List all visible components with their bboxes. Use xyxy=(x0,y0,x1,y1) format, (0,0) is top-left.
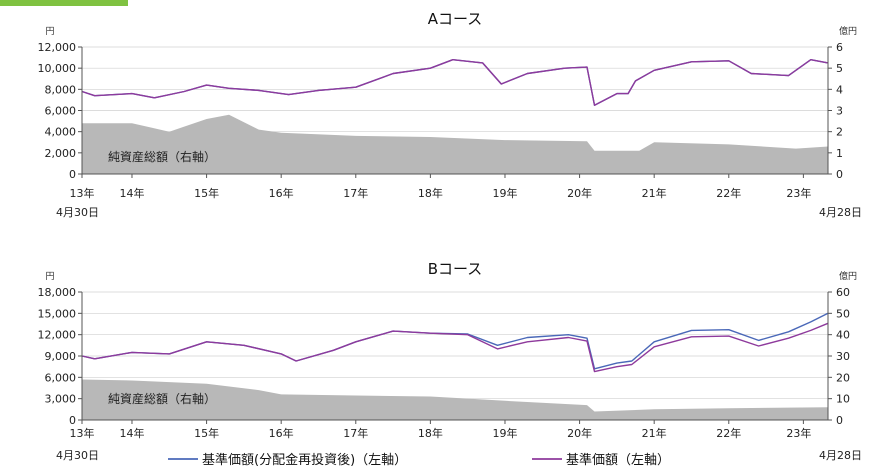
right-tick-label: 3 xyxy=(836,105,843,118)
nav-line xyxy=(81,322,829,373)
chart-title: Aコース xyxy=(428,10,483,28)
x-tick-label: 18年 xyxy=(418,186,443,200)
x-tick-label: 18年 xyxy=(418,426,443,440)
nav-reinvested-line xyxy=(81,312,829,370)
left-axis-unit: 円 xyxy=(45,271,54,282)
right-tick-label: 20 xyxy=(836,371,850,384)
chart-title: Bコース xyxy=(428,260,483,278)
right-axis-unit: 億円 xyxy=(839,25,857,37)
x-tick-label: 16年 xyxy=(269,186,294,200)
left-tick-label: 0 xyxy=(69,168,76,181)
x-tick-label: 19年 xyxy=(492,426,517,440)
right-tick-label: 0 xyxy=(836,168,843,181)
right-axis-unit: 億円 xyxy=(839,270,857,282)
right-tick-label: 6 xyxy=(836,41,843,54)
right-tick-label: 50 xyxy=(836,307,850,320)
left-tick-label: 8,000 xyxy=(45,83,77,96)
legend-label-nav: 基準価額（左軸） xyxy=(566,452,670,468)
right-tick-label: 30 xyxy=(836,350,850,363)
x-tick-label: 13年 xyxy=(70,186,95,200)
right-tick-label: 2 xyxy=(836,126,843,139)
left-tick-label: 12,000 xyxy=(38,41,77,54)
x-tick-label: 17年 xyxy=(343,186,368,200)
x-tick-label: 22年 xyxy=(716,186,741,200)
left-tick-label: 18,000 xyxy=(38,286,77,299)
left-axis-unit: 円 xyxy=(45,26,54,37)
left-tick-label: 2,000 xyxy=(45,147,77,160)
right-tick-label: 0 xyxy=(836,414,843,427)
x-tick-label: 17年 xyxy=(343,426,368,440)
left-tick-label: 10,000 xyxy=(38,62,77,75)
right-tick-label: 5 xyxy=(836,62,843,75)
left-tick-label: 0 xyxy=(69,414,76,427)
end-date-label: 4月28日 xyxy=(819,449,862,462)
right-tick-label: 4 xyxy=(836,83,843,96)
net-assets-area xyxy=(82,114,828,174)
right-tick-label: 10 xyxy=(836,393,850,406)
right-tick-label: 60 xyxy=(836,286,850,299)
right-tick-label: 1 xyxy=(836,147,843,160)
net-assets-label: 純資産総額（右軸） xyxy=(108,149,216,164)
legend: 基準価額(分配金再投資後)（左軸） 基準価額（左軸） xyxy=(168,452,670,468)
start-date-label: 4月30日 xyxy=(56,206,99,219)
left-tick-label: 15,000 xyxy=(38,307,77,320)
left-tick-label: 6,000 xyxy=(45,371,77,384)
right-tick-label: 40 xyxy=(836,329,850,342)
x-tick-label: 15年 xyxy=(194,426,219,440)
x-tick-label: 20年 xyxy=(567,426,592,440)
left-tick-label: 3,000 xyxy=(45,393,77,406)
left-tick-label: 4,000 xyxy=(45,126,77,139)
x-tick-label: 19年 xyxy=(492,186,517,200)
left-tick-label: 6,000 xyxy=(45,105,77,118)
x-tick-label: 23年 xyxy=(786,426,811,440)
net-assets-area xyxy=(82,379,828,420)
x-tick-label: 15年 xyxy=(194,186,219,200)
x-tick-label: 22年 xyxy=(716,426,741,440)
x-tick-label: 16年 xyxy=(269,426,294,440)
nav-line xyxy=(81,59,829,106)
x-tick-label: 20年 xyxy=(567,186,592,200)
x-tick-label: 23年 xyxy=(786,186,811,200)
x-tick-label: 13年 xyxy=(70,426,95,440)
x-tick-label: 14年 xyxy=(119,186,144,200)
legend-label-nav-reinvested: 基準価額(分配金再投資後)（左軸） xyxy=(202,452,407,468)
x-tick-label: 14年 xyxy=(119,426,144,440)
left-tick-label: 9,000 xyxy=(45,350,77,363)
end-date-label: 4月28日 xyxy=(819,206,862,219)
left-tick-label: 12,000 xyxy=(38,329,77,342)
net-assets-label: 純資産総額（右軸） xyxy=(108,391,216,406)
nav-reinvested-line xyxy=(81,59,829,106)
x-tick-label: 21年 xyxy=(642,186,667,200)
start-date-label: 4月30日 xyxy=(56,449,99,462)
x-tick-label: 21年 xyxy=(642,426,667,440)
corner-tab xyxy=(0,0,128,6)
